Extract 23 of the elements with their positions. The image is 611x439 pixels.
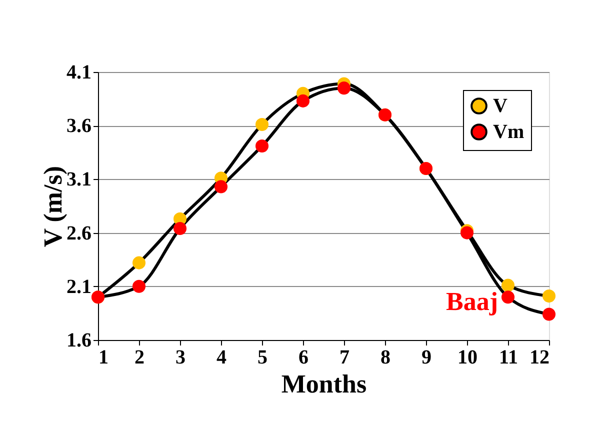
x-tick-label: 3 [176, 346, 186, 368]
y-tick-label: 2.1 [66, 276, 92, 298]
annotation: Baaj [446, 287, 498, 316]
y-tick-label: 3.6 [66, 115, 92, 138]
x-axis-title: Months [281, 370, 367, 398]
x-tick-label: 5 [258, 346, 268, 368]
y-tick-label: 3.1 [66, 168, 92, 191]
y-tick-label: 4.1 [66, 62, 92, 84]
x-tick-label: 12 [530, 346, 550, 368]
x-tick-label: 10 [458, 346, 478, 368]
x-tick-label: 9 [422, 346, 432, 368]
x-tick-label: 6 [298, 346, 308, 368]
y-axis-title: V (m/s) [38, 166, 68, 248]
x-tick-label: 4 [216, 346, 226, 368]
x-tick-label: 2 [134, 346, 144, 368]
x-tick-label: 7 [340, 346, 350, 368]
y-tick-label: 2.6 [66, 222, 92, 244]
legend-label: Vm [493, 121, 524, 143]
legend-label: V [493, 95, 508, 117]
x-tick-label: 11 [499, 346, 518, 368]
y-tick-label: 1.6 [66, 330, 92, 352]
x-tick-label: 1 [98, 346, 108, 368]
x-tick-label: 8 [380, 346, 390, 368]
